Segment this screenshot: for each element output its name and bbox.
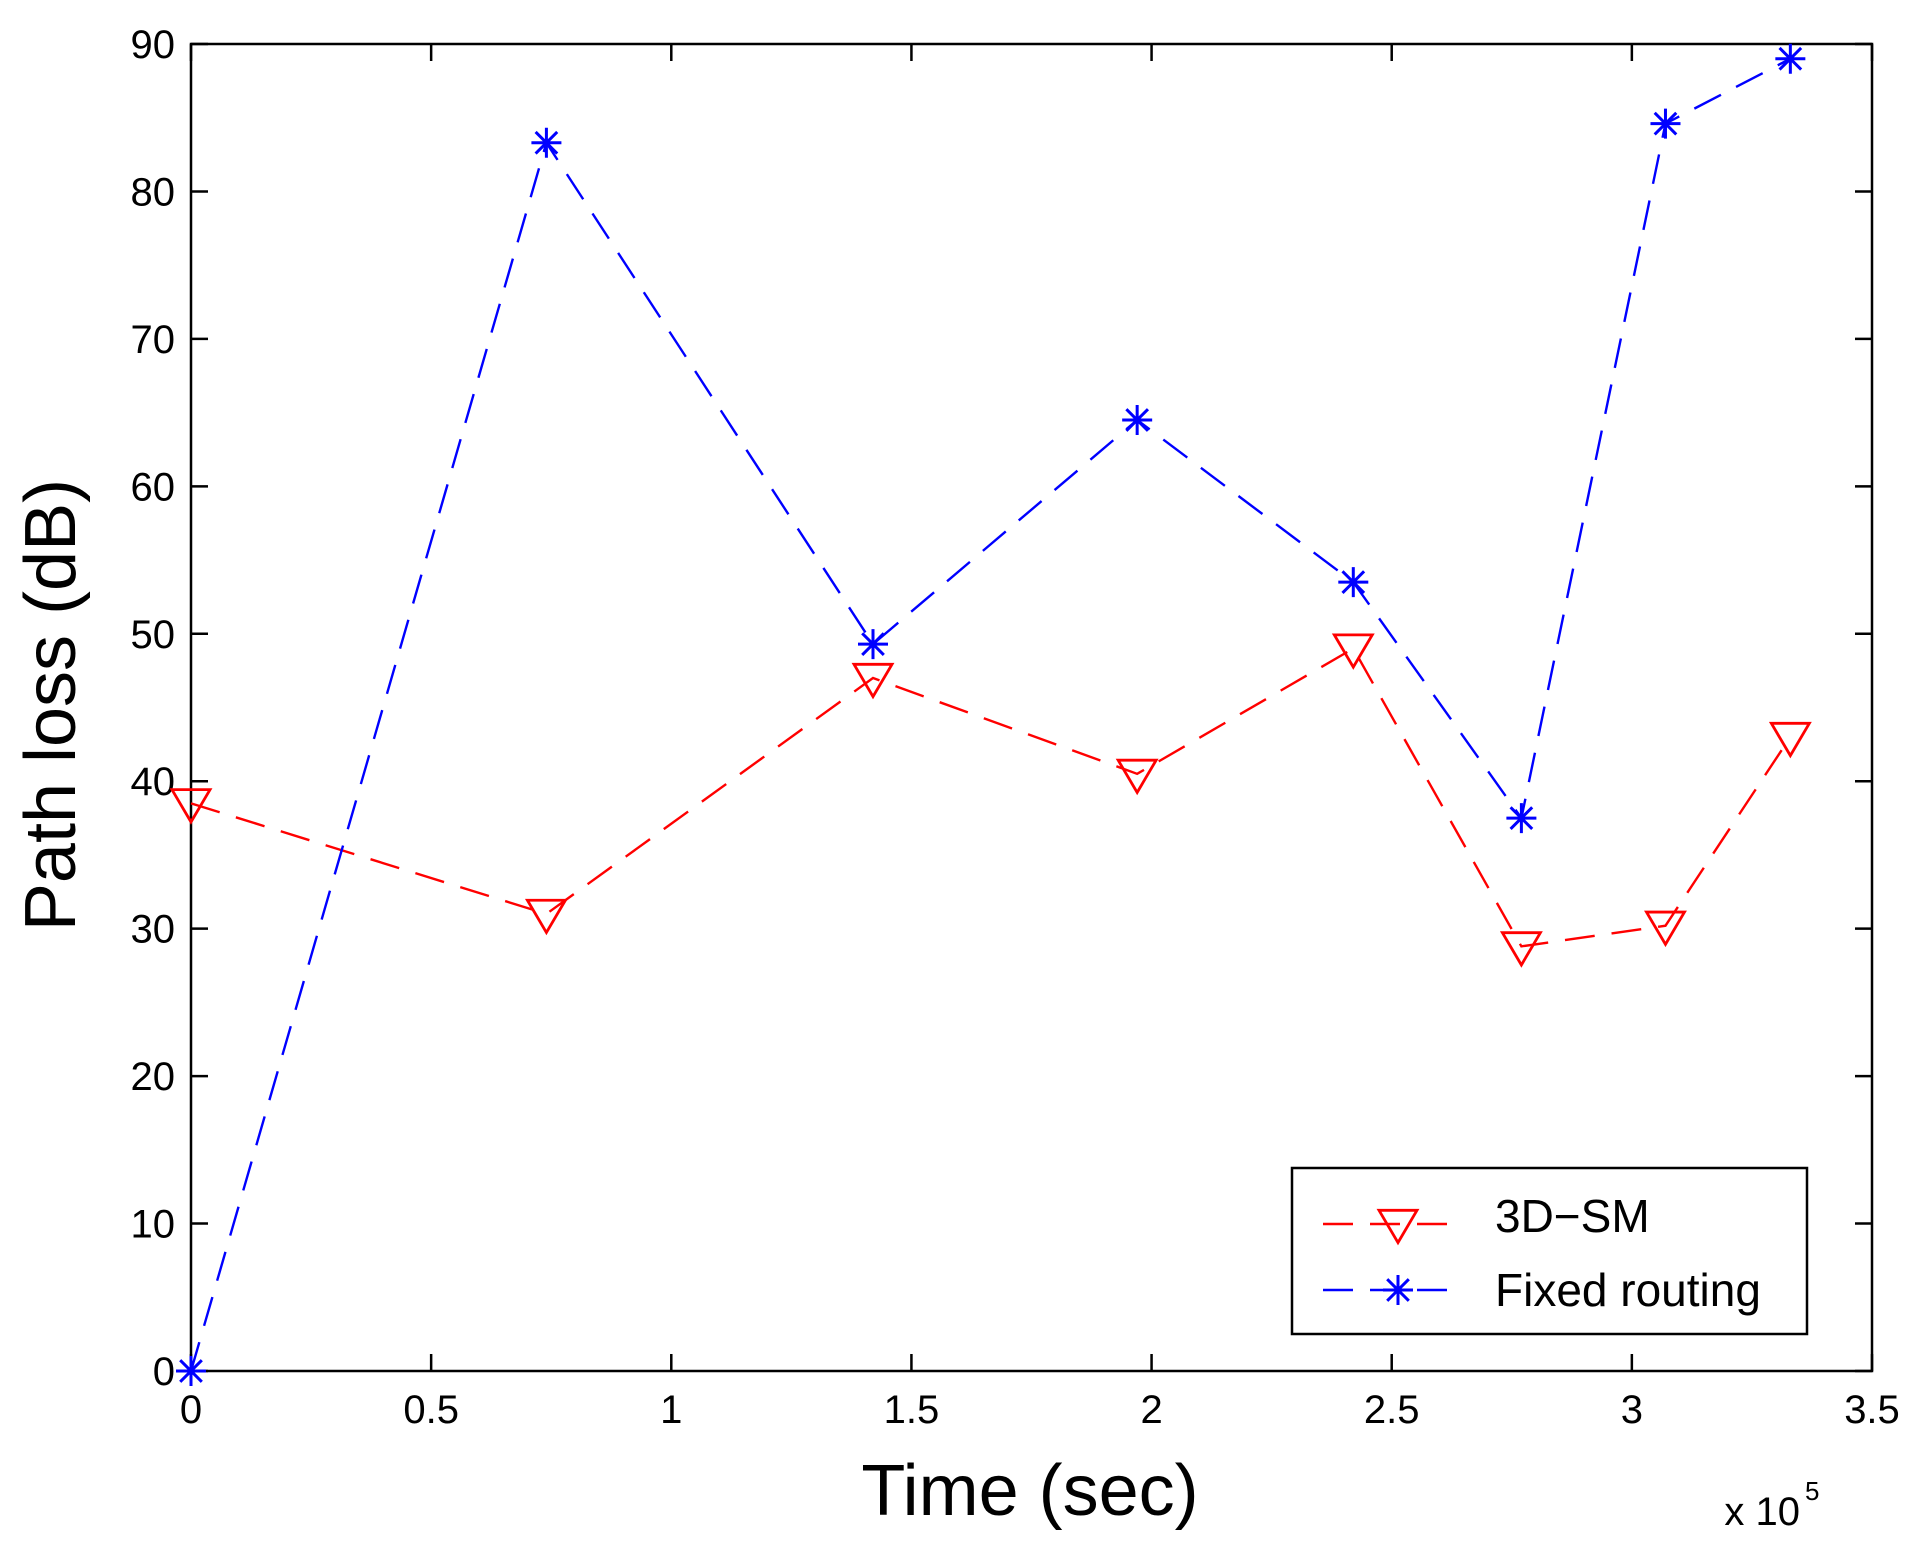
- x-tick-label: 2.5: [1364, 1388, 1420, 1432]
- x-tick-label: 3: [1621, 1388, 1643, 1432]
- plot-frame: [189, 42, 1874, 1373]
- x-tick-label: 1: [660, 1388, 682, 1432]
- legend-entry-fixed-routing: Fixed routing: [1323, 1264, 1761, 1316]
- y-axis-title: Path loss (dB): [11, 479, 91, 931]
- y-tick-label: 0: [153, 1350, 175, 1394]
- data-point-3d-sm: [1499, 931, 1543, 968]
- data-point-3d-sm: [169, 788, 213, 825]
- series-line-3d-sm: [190, 646, 1792, 948]
- legend-marker-fixed-routing: [1383, 1275, 1413, 1305]
- x-axis-exponent-base: x 10: [1724, 1490, 1800, 1534]
- data-point-fixed-routing: [1650, 108, 1681, 139]
- legend-entry-3d-sm: 3D−SM: [1323, 1190, 1650, 1246]
- x-tick-label: 3.5: [1844, 1388, 1900, 1432]
- legend-marker-3d-sm: [1376, 1208, 1420, 1246]
- legend-box: [1290, 1166, 1809, 1336]
- y-tick-label: 10: [131, 1203, 176, 1247]
- data-point-fixed-routing: [531, 127, 562, 158]
- data-point-fixed-routing: [1506, 803, 1537, 834]
- data-point-fixed-routing: [1338, 567, 1369, 598]
- x-tick-label: 0.5: [403, 1388, 459, 1432]
- series-line-fixed-routing: [189, 57, 1791, 1372]
- data-point-fixed-routing: [1775, 43, 1806, 74]
- legend-label-3d-sm: 3D−SM: [1495, 1190, 1650, 1242]
- data-point-fixed-routing: [858, 629, 889, 660]
- y-tick-label: 70: [131, 318, 176, 362]
- x-axis-exponent-power: 5: [1805, 1476, 1819, 1506]
- y-tick-label: 20: [131, 1055, 176, 1099]
- data-point-3d-sm: [851, 662, 895, 700]
- x-tick-label: 0: [180, 1388, 202, 1432]
- y-tick-label: 80: [131, 170, 176, 214]
- x-tick-label: 1.5: [884, 1388, 940, 1432]
- x-axis-title: Time (sec): [861, 1451, 1198, 1531]
- data-point-fixed-routing: [176, 1356, 206, 1386]
- y-tick-label: 50: [131, 613, 176, 657]
- y-tick-label: 90: [131, 23, 176, 67]
- data-point-3d-sm: [524, 898, 568, 936]
- x-tick-label: 2: [1140, 1388, 1162, 1432]
- y-tick-label: 30: [131, 908, 176, 952]
- legend-label-fixed-routing: Fixed routing: [1495, 1264, 1761, 1316]
- data-point-3d-sm: [1644, 910, 1687, 948]
- data-point-3d-sm: [1115, 758, 1159, 796]
- y-tick-label: 40: [131, 760, 176, 804]
- data-point-3d-sm: [1768, 721, 1812, 759]
- legend: 3D−SM Fixed routing: [1290, 1166, 1809, 1336]
- data-point-fixed-routing: [1122, 404, 1153, 435]
- data-point-3d-sm: [1331, 633, 1375, 670]
- y-tick-label: 60: [131, 465, 176, 509]
